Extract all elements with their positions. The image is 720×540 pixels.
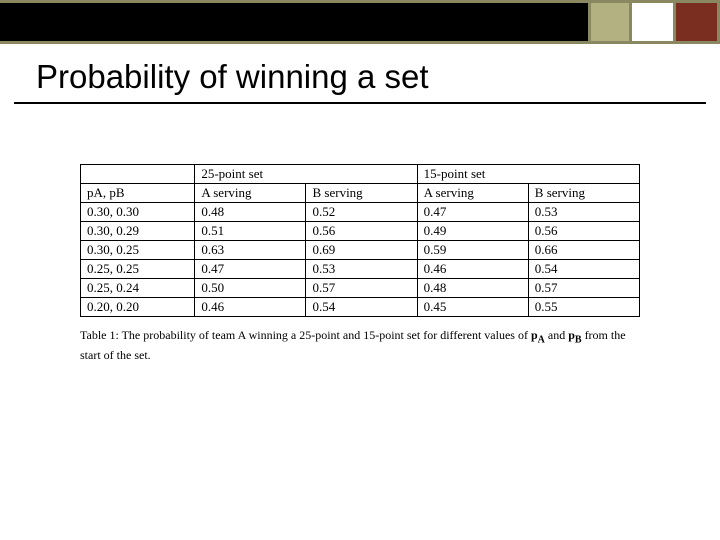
table-cell: 0.46: [417, 260, 528, 279]
table-cell: 0.52: [306, 203, 417, 222]
table-row: 0.25, 0.240.500.570.480.57: [81, 279, 640, 298]
header-cell: A serving: [417, 184, 528, 203]
table-cell: 0.69: [306, 241, 417, 260]
table-cell: 0.48: [195, 203, 306, 222]
table-cell: 0.54: [306, 298, 417, 317]
table-cell: 0.25, 0.25: [81, 260, 195, 279]
table-cell: 0.57: [306, 279, 417, 298]
table-cell: 0.30, 0.29: [81, 222, 195, 241]
band-black-bar: [0, 0, 588, 44]
band-squares: [588, 0, 720, 44]
table-cell: 0.56: [528, 222, 639, 241]
header-cell: [81, 165, 195, 184]
table-cell: 0.49: [417, 222, 528, 241]
table-cell: 0.30, 0.25: [81, 241, 195, 260]
table-cell: 0.30, 0.30: [81, 203, 195, 222]
table-row: 0.25, 0.250.470.530.460.54: [81, 260, 640, 279]
table-cell: 0.48: [417, 279, 528, 298]
square-maroon: [676, 0, 720, 44]
header-cell: B serving: [528, 184, 639, 203]
table-row: 0.30, 0.250.630.690.590.66: [81, 241, 640, 260]
probability-table: 25-point set 15-point set pA, pB A servi…: [80, 164, 640, 317]
table-cell: 0.46: [195, 298, 306, 317]
table-cell: 0.53: [528, 203, 639, 222]
slide-title: Probability of winning a set: [36, 58, 684, 96]
header-cell: 15-point set: [417, 165, 639, 184]
table-cell: 0.59: [417, 241, 528, 260]
table-cell: 0.25, 0.24: [81, 279, 195, 298]
caption-text: and: [545, 328, 568, 342]
header-cell: B serving: [306, 184, 417, 203]
table-header-row-2: pA, pB A serving B serving A serving B s…: [81, 184, 640, 203]
table-caption: Table 1: The probability of team A winni…: [80, 327, 640, 363]
table-cell: 0.45: [417, 298, 528, 317]
table-cell: 0.53: [306, 260, 417, 279]
table-cell: 0.56: [306, 222, 417, 241]
table-cell: 0.54: [528, 260, 639, 279]
table-cell: 0.50: [195, 279, 306, 298]
square-olive: [588, 0, 632, 44]
table-row: 0.30, 0.300.480.520.470.53: [81, 203, 640, 222]
table-cell: 0.47: [195, 260, 306, 279]
table-cell: 0.51: [195, 222, 306, 241]
header-cell: pA, pB: [81, 184, 195, 203]
table-cell: 0.66: [528, 241, 639, 260]
decorative-top-band: [0, 0, 720, 44]
table-cell: 0.63: [195, 241, 306, 260]
table-cell: 0.47: [417, 203, 528, 222]
header-cell: 25-point set: [195, 165, 417, 184]
table-cell: 0.55: [528, 298, 639, 317]
table-row: 0.30, 0.290.510.560.490.56: [81, 222, 640, 241]
content-area: 25-point set 15-point set pA, pB A servi…: [0, 104, 720, 363]
table-row: 0.20, 0.200.460.540.450.55: [81, 298, 640, 317]
table-cell: 0.20, 0.20: [81, 298, 195, 317]
caption-text: Table 1: The probability of team A winni…: [80, 328, 531, 342]
title-container: Probability of winning a set: [14, 44, 706, 104]
header-cell: A serving: [195, 184, 306, 203]
table-header-row-1: 25-point set 15-point set: [81, 165, 640, 184]
table-cell: 0.57: [528, 279, 639, 298]
square-white: [632, 0, 676, 44]
